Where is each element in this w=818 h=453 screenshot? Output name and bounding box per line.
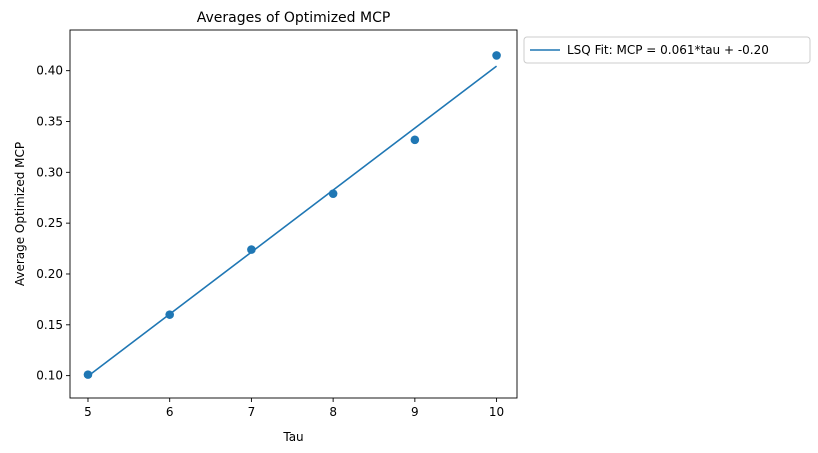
y-axis: 0.10 0.15 0.20 0.25 0.30 0.35 0.40 — [36, 64, 70, 383]
data-points — [83, 51, 501, 379]
y-tick-label: 0.20 — [36, 267, 63, 281]
data-point — [328, 189, 338, 198]
fit-line — [87, 65, 498, 377]
x-tick-label: 6 — [166, 405, 174, 419]
y-tick-label: 0.35 — [36, 114, 63, 128]
legend-label: LSQ Fit: MCP = 0.061*tau + -0.20 — [567, 43, 769, 57]
y-tick-label: 0.10 — [36, 369, 63, 383]
y-tick-label: 0.25 — [36, 216, 63, 230]
legend-box — [523, 36, 811, 64]
y-tick-label: 0.30 — [36, 165, 63, 179]
legend: LSQ Fit: MCP = 0.061*tau + -0.20 — [523, 36, 811, 64]
data-point — [165, 310, 174, 319]
data-point — [247, 245, 256, 254]
x-tick-label: 7 — [248, 405, 256, 419]
chart-title: Averages of Optimized MCP — [197, 10, 391, 26]
y-tick-label: 0.15 — [36, 318, 63, 332]
plot-area — [69, 29, 518, 399]
x-tick-label: 8 — [329, 405, 337, 419]
data-point — [83, 370, 93, 379]
data-point — [410, 135, 420, 145]
y-tick-label: 0.40 — [36, 64, 63, 78]
y-axis-label: Average Optimized MCP — [13, 142, 27, 286]
x-tick-label: 5 — [84, 405, 92, 419]
x-tick-label: 10 — [489, 405, 504, 419]
x-axis: 5 6 7 8 9 10 — [84, 398, 504, 419]
data-point — [492, 51, 501, 60]
x-axis-label: Tau — [282, 430, 303, 444]
x-tick-label: 9 — [411, 405, 419, 419]
